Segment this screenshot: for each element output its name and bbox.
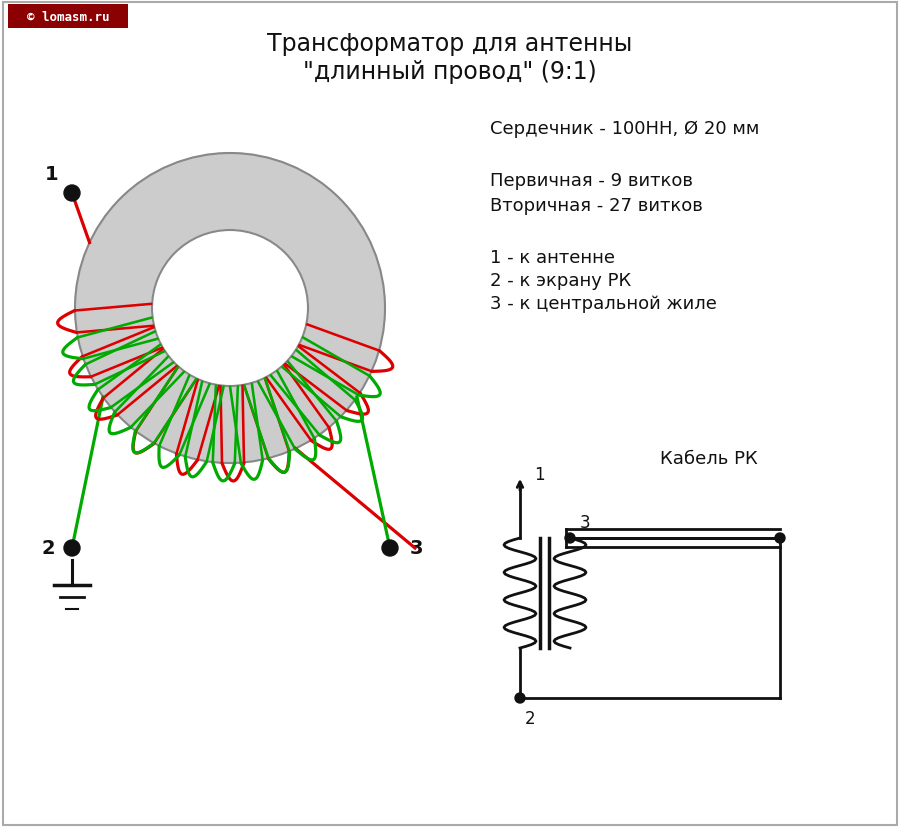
Text: Первичная - 9 витков: Первичная - 9 витков bbox=[490, 171, 693, 190]
Circle shape bbox=[382, 541, 398, 556]
Text: Сердечник - 100НН, Ø 20 мм: Сердечник - 100НН, Ø 20 мм bbox=[490, 120, 760, 137]
Text: 3: 3 bbox=[410, 539, 423, 558]
Text: Трансформатор для антенны: Трансформатор для антенны bbox=[267, 32, 633, 56]
Text: 1: 1 bbox=[45, 164, 58, 183]
Circle shape bbox=[64, 185, 80, 202]
Text: "длинный провод" (9:1): "длинный провод" (9:1) bbox=[303, 60, 597, 84]
Text: 3: 3 bbox=[580, 513, 590, 532]
Bar bbox=[8, 5, 128, 29]
Text: © lomasm.ru: © lomasm.ru bbox=[27, 11, 109, 23]
Text: 1 - к антенне: 1 - к антенне bbox=[490, 248, 615, 267]
Circle shape bbox=[64, 541, 80, 556]
Text: 2: 2 bbox=[41, 539, 55, 558]
Circle shape bbox=[515, 693, 525, 703]
Circle shape bbox=[565, 533, 575, 543]
Circle shape bbox=[75, 154, 385, 464]
Circle shape bbox=[775, 533, 785, 543]
Text: 2 - к экрану РК: 2 - к экрану РК bbox=[490, 272, 631, 290]
Text: 2: 2 bbox=[525, 709, 535, 727]
Text: Вторичная - 27 витков: Вторичная - 27 витков bbox=[490, 197, 703, 214]
Circle shape bbox=[152, 231, 308, 387]
Text: 1: 1 bbox=[534, 465, 544, 484]
Text: Кабель РК: Кабель РК bbox=[660, 450, 758, 468]
Text: 3 - к центральной жиле: 3 - к центральной жиле bbox=[490, 295, 717, 313]
